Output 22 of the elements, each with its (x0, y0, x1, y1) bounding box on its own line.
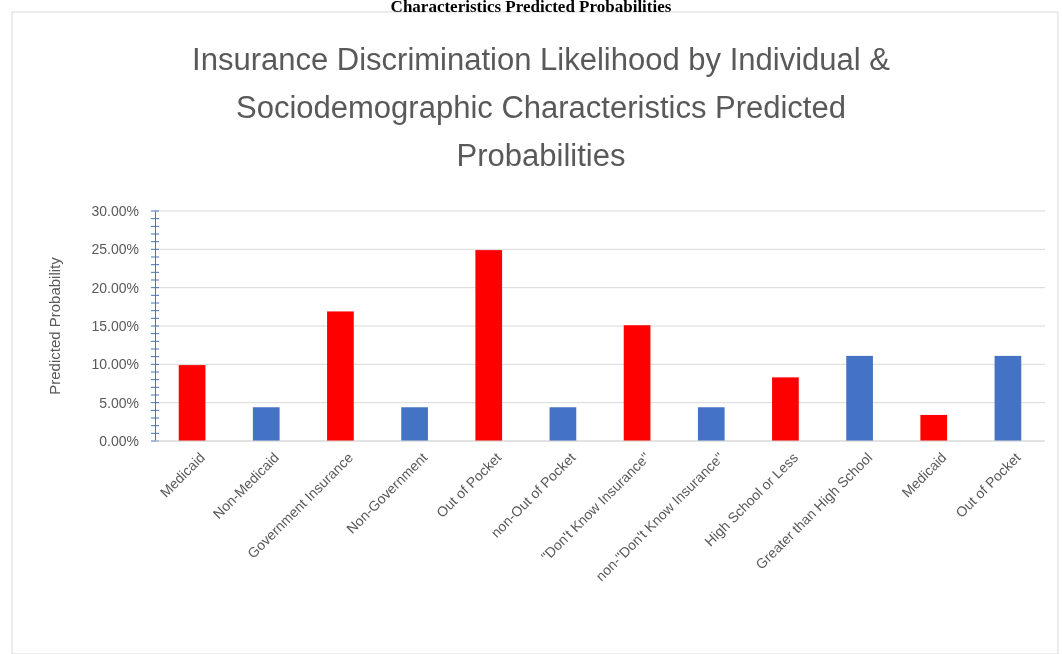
y-tick-label: 10.00% (91, 356, 139, 373)
y-tick-label: 5.00% (99, 394, 139, 411)
bar (920, 414, 948, 441)
y-tick-label: 20.00% (91, 279, 139, 296)
text: Characteristics Predicted Probabilities (390, 0, 672, 16)
bar (401, 407, 428, 441)
bar (252, 407, 280, 441)
bar (846, 355, 873, 441)
bar (772, 377, 799, 441)
y-tick-label: 30.00% (91, 202, 139, 219)
bar (623, 325, 651, 441)
chart-title: Insurance Discrimination Likelihood by Individual & Sociodemographic Characteristics Predicted Probabilities (192, 42, 891, 173)
bar (549, 407, 577, 441)
y-tick-label: 15.00% (91, 317, 139, 334)
bar (475, 250, 503, 441)
bar (178, 365, 206, 441)
bar (327, 311, 354, 441)
y-tick-label: 0.00% (99, 432, 139, 449)
y-tick-label: 25.00% (91, 241, 139, 258)
bar (697, 407, 725, 441)
bar (994, 355, 1022, 441)
y-axis-title: Predicted Probability (46, 256, 63, 395)
